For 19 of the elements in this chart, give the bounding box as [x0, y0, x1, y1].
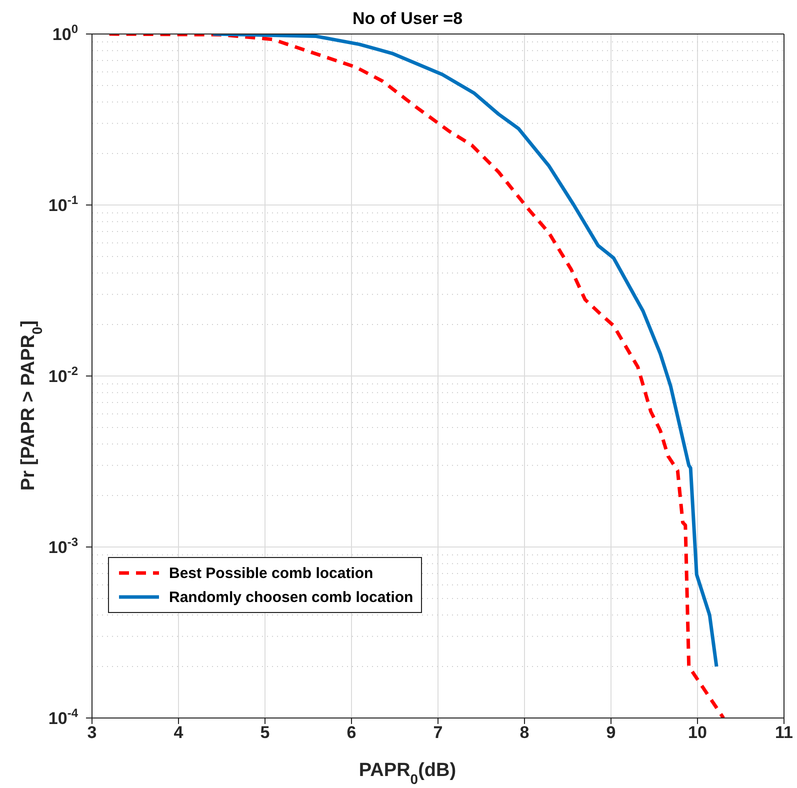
- x-tick-label: 4: [174, 723, 184, 742]
- y-tick-label: 10$^{-4}$: [48, 706, 78, 728]
- y-tick-label: 10$^{0}$: [52, 22, 78, 44]
- chart-title: No of User =8: [352, 9, 463, 28]
- x-tick-label: 7: [433, 723, 443, 742]
- x-axis-title: PAPR$_{0}$(dB): [358, 760, 456, 787]
- x-tick-label: 9: [606, 723, 616, 742]
- line-series: [108, 34, 726, 718]
- x-tick-label: 8: [520, 723, 530, 742]
- x-tick-label: 3: [87, 723, 97, 742]
- x-tick-label: 5: [260, 723, 270, 742]
- x-tick-label: 10: [688, 723, 707, 742]
- y-tick-label: 10$^{-3}$: [48, 535, 78, 557]
- legend-label: Randomly choosen comb location: [169, 588, 414, 606]
- y-tick-label: 10$^{-1}$: [48, 193, 78, 215]
- legend-label: Best Possible comb location: [169, 564, 374, 582]
- y-tick-label: 10$^{-2}$: [48, 364, 78, 386]
- x-tick-label: 6: [346, 723, 356, 742]
- x-tick-label: 11: [775, 723, 793, 742]
